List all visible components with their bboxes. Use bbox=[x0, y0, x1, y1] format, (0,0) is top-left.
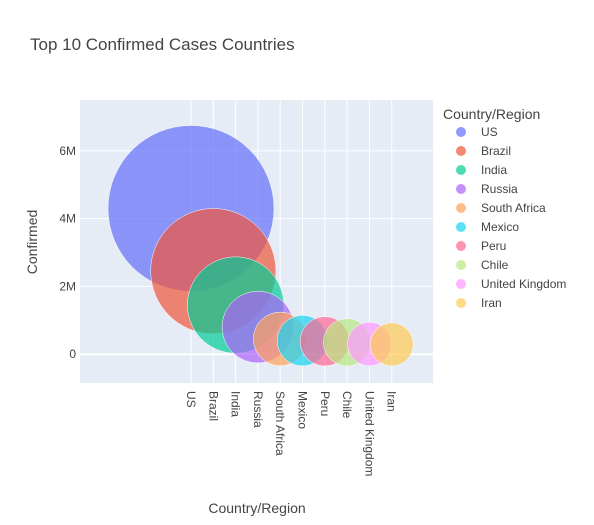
y-tick-label: 2M bbox=[59, 279, 76, 293]
legend-marker bbox=[456, 127, 466, 137]
y-tick-labels: 0 2M 4M 6M bbox=[59, 144, 76, 361]
legend-marker bbox=[456, 222, 466, 232]
y-tick-label: 0 bbox=[69, 347, 76, 361]
legend-label: India bbox=[481, 163, 507, 177]
legend-marker bbox=[456, 165, 466, 175]
x-tick-label: India bbox=[229, 391, 243, 417]
legend-marker bbox=[456, 298, 466, 308]
legend-label: Brazil bbox=[481, 144, 511, 158]
x-tick-label: Mexico bbox=[296, 391, 310, 429]
legend-label: South Africa bbox=[481, 201, 546, 215]
legend-label: US bbox=[481, 125, 498, 139]
x-tick-label: South Africa bbox=[273, 391, 287, 456]
legend-marker bbox=[456, 241, 466, 251]
legend-title: Country/Region bbox=[443, 106, 540, 122]
legend-label: Chile bbox=[481, 258, 509, 272]
legend-marker bbox=[456, 260, 466, 270]
y-axis-title: Confirmed bbox=[24, 210, 40, 275]
legend-marker bbox=[456, 146, 466, 156]
x-tick-label: US bbox=[184, 391, 198, 408]
y-tick-label: 4M bbox=[59, 212, 76, 226]
x-tick-label: United Kingdom bbox=[362, 391, 376, 476]
x-tick-label: Peru bbox=[318, 391, 332, 416]
legend-label: Iran bbox=[481, 296, 502, 310]
legend-label: Mexico bbox=[481, 220, 519, 234]
x-tick-label: Russia bbox=[251, 391, 265, 428]
y-tick-label: 6M bbox=[59, 144, 76, 158]
x-tick-label: Iran bbox=[385, 391, 399, 412]
legend-label: Peru bbox=[481, 239, 506, 253]
legend-label: Russia bbox=[481, 182, 518, 196]
x-tick-labels: US Brazil India Russia South Africa Mexico Per… bbox=[184, 391, 399, 476]
bubbles bbox=[107, 125, 414, 367]
legend: Country/Region US Brazil India Russia South … bbox=[443, 106, 566, 310]
legend-marker bbox=[456, 203, 466, 213]
x-tick-label: Brazil bbox=[206, 391, 220, 421]
x-axis-title: Country/Region bbox=[208, 500, 305, 516]
legend-label: United Kingdom bbox=[481, 277, 566, 291]
bubble-iran bbox=[369, 322, 414, 367]
chart-title: Top 10 Confirmed Cases Countries bbox=[30, 35, 295, 54]
x-tick-label: Chile bbox=[340, 391, 354, 419]
legend-marker bbox=[456, 184, 466, 194]
legend-marker bbox=[456, 279, 466, 289]
